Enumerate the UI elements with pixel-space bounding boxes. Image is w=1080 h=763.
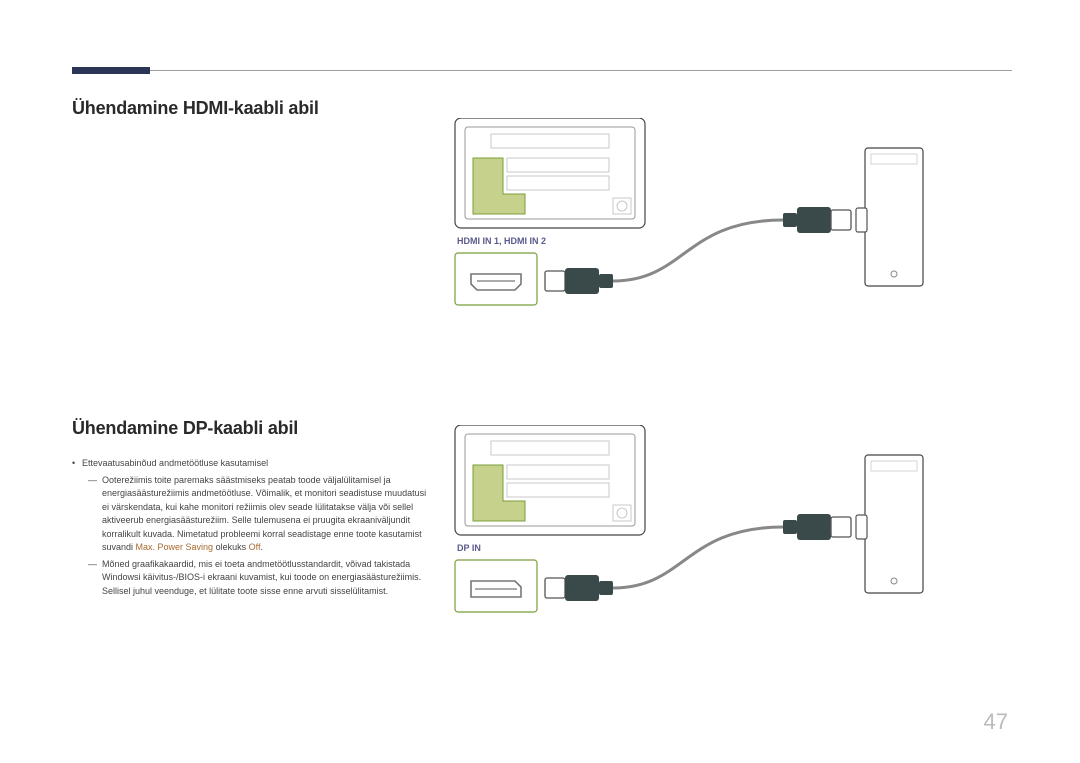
- subitem-1-text: Ooterežiimis toite paremaks säästmiseks …: [102, 474, 432, 555]
- pc-tower: [856, 455, 923, 593]
- heading-hdmi: Ühendamine HDMI-kaabli abil: [72, 98, 432, 119]
- bullet-row: • Ettevaatusabinõud andmetöötluse kasuta…: [72, 457, 432, 471]
- sub1-mid: olekuks: [213, 542, 249, 552]
- monitor-back: [455, 118, 645, 228]
- section-dp: Ühendamine DP-kaabli abil • Ettevaatusab…: [72, 418, 432, 598]
- sub1-accent1: Max. Power Saving: [136, 542, 214, 552]
- dp-port-closeup: [455, 560, 537, 612]
- section-hdmi: Ühendamine HDMI-kaabli abil: [72, 98, 432, 137]
- hdmi-plug-right: [783, 207, 851, 233]
- sub1-accent2: Off: [249, 542, 261, 552]
- subitem-2-text: Mõned graafikakaardid, mis ei toeta andm…: [102, 558, 432, 599]
- precaution-block: • Ettevaatusabinõud andmetöötluse kasuta…: [72, 457, 432, 598]
- subitem-2: ― Mõned graafikakaardid, mis ei toeta an…: [72, 558, 432, 599]
- monitor-back: [455, 425, 645, 535]
- diagram-dp: DP IN: [445, 425, 985, 630]
- subitem-dash: ―: [88, 558, 102, 599]
- subitem-dash: ―: [88, 474, 102, 555]
- bullet-text: Ettevaatusabinõud andmetöötluse kasutami…: [82, 457, 268, 471]
- subitem-1: ― Ooterežiimis toite paremaks säästmisek…: [72, 474, 432, 555]
- sub1-end: .: [260, 542, 263, 552]
- diagram-hdmi: HDMI IN 1, HDMI IN 2: [445, 118, 985, 323]
- sub1-a: Ooterežiimis toite paremaks säästmiseks …: [102, 475, 426, 553]
- hdmi-port-label: HDMI IN 1, HDMI IN 2: [457, 236, 546, 246]
- cable: [613, 527, 783, 588]
- pc-tower: [856, 148, 923, 286]
- diagram-hdmi-svg: [445, 118, 985, 323]
- header-line: [72, 70, 1012, 71]
- hdmi-port-closeup: [455, 253, 537, 305]
- page-number: 47: [984, 709, 1008, 735]
- cable: [613, 220, 783, 281]
- heading-dp: Ühendamine DP-kaabli abil: [72, 418, 432, 439]
- dp-plug-right: [783, 514, 851, 540]
- header-block: [72, 67, 150, 74]
- hdmi-plug-left: [545, 268, 613, 294]
- diagram-dp-svg: [445, 425, 985, 630]
- bullet-dot: •: [72, 457, 82, 471]
- dp-port-label: DP IN: [457, 543, 481, 553]
- dp-plug-left: [545, 575, 613, 601]
